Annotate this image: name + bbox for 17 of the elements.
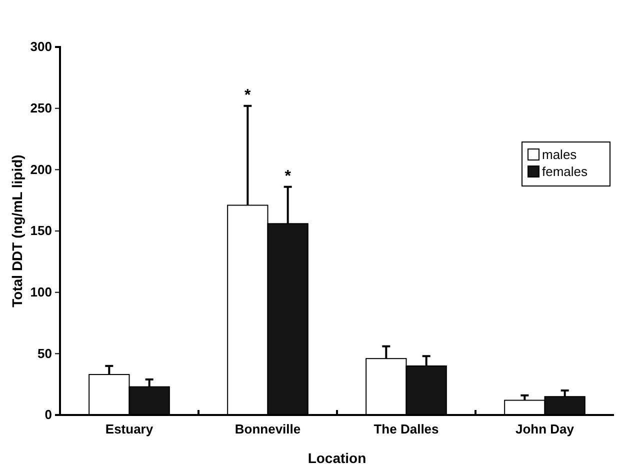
x-tick-label: Estuary — [105, 422, 154, 437]
y-tick-label: 250 — [30, 100, 52, 116]
x-axis-title: Location — [308, 450, 366, 466]
y-tick-label: 50 — [38, 346, 52, 361]
y-tick-label: 100 — [30, 284, 52, 300]
annotation: * — [284, 168, 292, 185]
x-tick-label: John Day — [515, 422, 575, 437]
x-tick-label: Bonneville — [234, 422, 301, 437]
legend-label: females — [542, 164, 588, 179]
annotation: * — [244, 86, 252, 104]
y-axis-title: Total DDT (ng/mL lipid) — [9, 154, 25, 308]
legend-label: males — [542, 147, 578, 162]
y-tick-label: 300 — [30, 39, 52, 54]
y-tick-label: 200 — [30, 162, 52, 177]
y-tick-label: 150 — [30, 223, 52, 238]
y-tick-label: 0 — [44, 407, 52, 422]
x-tick-label: The Dalles — [374, 422, 439, 437]
